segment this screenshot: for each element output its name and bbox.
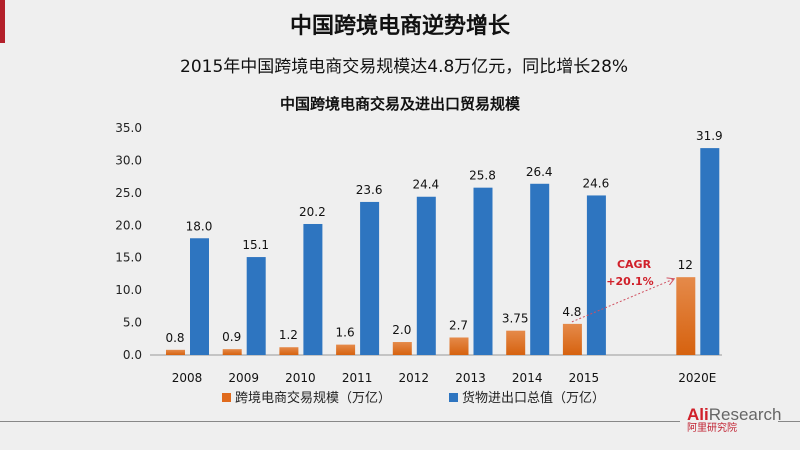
bar-goods-trade (303, 223, 323, 355)
data-label-trade: 24.4 (412, 178, 439, 192)
data-label-ecommerce: 12 (678, 258, 693, 272)
data-label-trade: 15.1 (242, 238, 269, 252)
legend-label-trade: 货物进出口总值（万亿） (462, 390, 605, 406)
cagr-label: CAGR (617, 258, 652, 271)
data-label-ecommerce: 3.75 (502, 312, 529, 326)
data-label-ecommerce: 0.8 (165, 331, 184, 345)
y-tick-label: 35.0 (115, 121, 142, 135)
data-label-ecommerce: 0.9 (222, 330, 241, 344)
data-label-ecommerce: 2.7 (449, 318, 468, 332)
x-tick-label: 2010 (285, 371, 316, 385)
y-tick-label: 0.0 (123, 348, 142, 362)
legend-label-ecommerce: 跨境电商交易规模（万亿） (235, 390, 391, 406)
x-tick-label: 2012 (399, 371, 430, 385)
data-label-trade: 20.2 (299, 205, 326, 219)
aliresearch-logo: AliResearch 阿里研究院 (687, 405, 782, 434)
data-label-ecommerce: 4.8 (562, 305, 581, 319)
x-tick-label: 2009 (228, 371, 259, 385)
data-label-trade: 26.4 (526, 165, 553, 179)
x-tick-label: 2020E (678, 371, 716, 385)
bar-goods-trade (246, 257, 266, 355)
x-tick-label: 2014 (512, 371, 543, 385)
bar-goods-trade (416, 196, 436, 355)
data-label-ecommerce: 1.6 (336, 326, 355, 340)
footer-divider (0, 421, 680, 422)
bar-cross-border-ecommerce (449, 337, 469, 355)
x-tick-label: 2015 (569, 371, 600, 385)
bar-goods-trade (530, 183, 550, 355)
bar-cross-border-ecommerce (166, 349, 185, 355)
y-tick-label: 15.0 (115, 251, 142, 265)
x-tick-label: 2013 (455, 371, 486, 385)
bar-goods-trade (700, 148, 720, 355)
bar-cross-border-ecommerce (562, 323, 582, 355)
slide-title: 中国跨境电商逆势增长 (289, 14, 510, 39)
bar-goods-trade (473, 187, 493, 355)
x-tick-label: 2011 (342, 371, 373, 385)
y-tick-label: 5.0 (123, 316, 142, 330)
chart-title: 中国跨境电商交易及进出口贸易规模 (279, 95, 520, 113)
bar-goods-trade (586, 195, 606, 355)
bar-cross-border-ecommerce (279, 347, 299, 355)
y-tick-label: 10.0 (115, 283, 142, 297)
slide-subtitle: 2015年中国跨境电商交易规模达4.8万亿元，同比增长28% (180, 57, 629, 77)
bar-cross-border-ecommerce (392, 342, 412, 355)
bar-cross-border-ecommerce (336, 344, 356, 355)
bar-cross-border-ecommerce (506, 330, 526, 355)
data-label-trade: 31.9 (696, 129, 723, 143)
y-tick-label: 30.0 (115, 153, 142, 167)
data-label-ecommerce: 1.2 (279, 328, 298, 342)
y-tick-label: 25.0 (115, 186, 142, 200)
legend-swatch-trade (449, 393, 458, 402)
x-tick-label: 2008 (172, 371, 203, 385)
bar-cross-border-ecommerce (676, 277, 696, 355)
data-label-trade: 25.8 (469, 169, 496, 183)
accent-bar (0, 0, 5, 43)
data-label-trade: 23.6 (356, 183, 383, 197)
legend-swatch-ecommerce (222, 393, 231, 402)
cagr-value: +20.1% (606, 275, 653, 288)
footer-divider-right (778, 421, 800, 422)
bar-cross-border-ecommerce (222, 349, 242, 355)
bar-goods-trade (360, 201, 380, 355)
y-tick-label: 20.0 (115, 218, 142, 232)
bar-goods-trade (190, 238, 209, 355)
data-label-trade: 18.0 (186, 219, 213, 233)
data-label-ecommerce: 2.0 (392, 323, 411, 337)
data-label-trade: 24.6 (583, 176, 610, 190)
